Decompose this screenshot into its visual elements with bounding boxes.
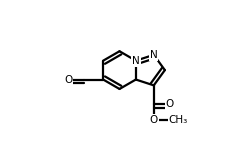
Text: N: N xyxy=(132,56,140,66)
Text: O: O xyxy=(64,75,72,84)
Text: CH₃: CH₃ xyxy=(169,115,188,125)
Text: N: N xyxy=(150,50,158,60)
Text: O: O xyxy=(166,99,174,109)
Text: O: O xyxy=(150,115,158,125)
